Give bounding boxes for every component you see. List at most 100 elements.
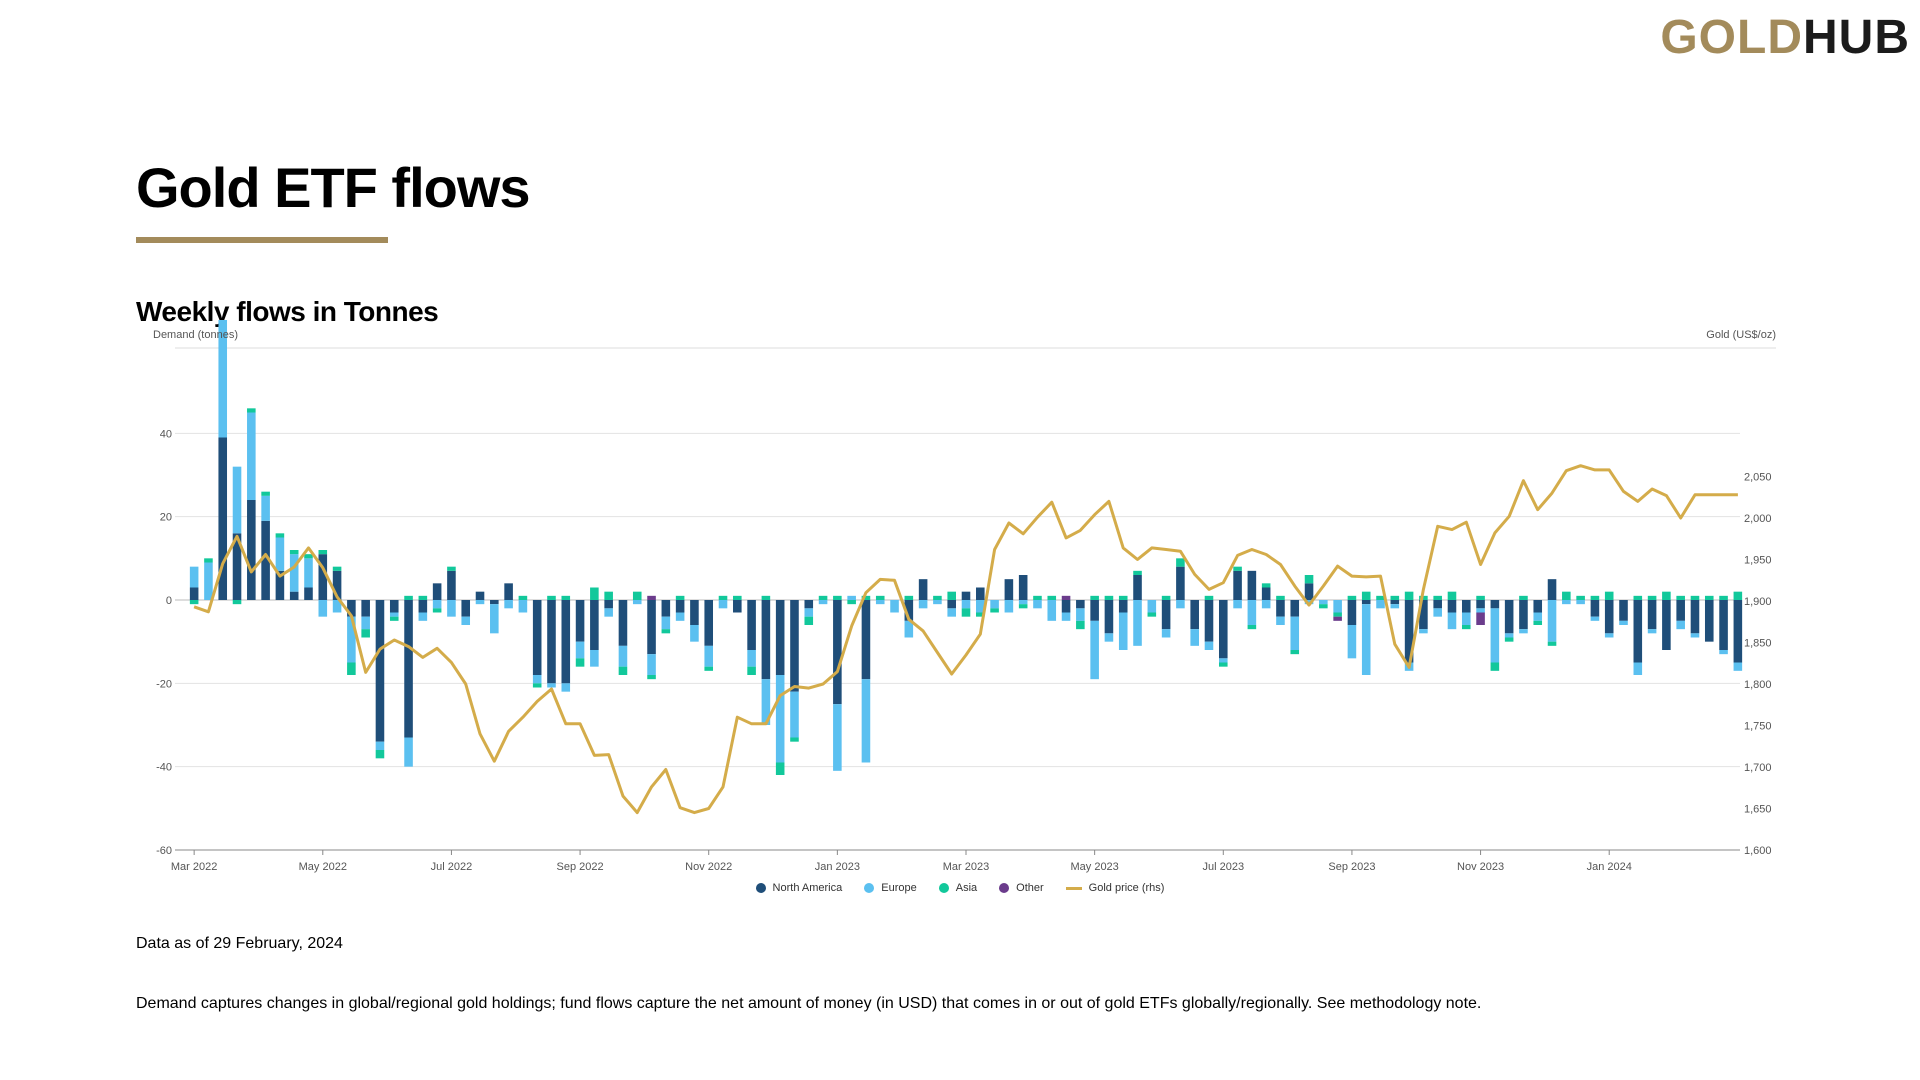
bar-eu [833, 704, 842, 771]
bar-as [1519, 595, 1528, 600]
bar-eu [761, 679, 771, 725]
bar-na [561, 600, 571, 684]
bar-eu [475, 600, 485, 605]
bar-eu [204, 562, 213, 600]
goldhub-logo[interactable]: GOLDHUB [1660, 14, 1910, 62]
bar-eu [1361, 604, 1371, 675]
bar-as [1604, 591, 1614, 600]
bar-as [375, 750, 385, 759]
bar-na [618, 600, 628, 646]
bar-eu [1304, 600, 1314, 605]
bar-as [1133, 570, 1142, 575]
left-tick-label: 20 [160, 512, 172, 524]
bar-eu [1390, 604, 1400, 609]
bar-na [1218, 600, 1228, 659]
bar-na [1018, 575, 1028, 600]
bar-as [318, 550, 328, 555]
bar-eu [389, 612, 399, 617]
bar-na [1133, 575, 1142, 600]
bar-as [389, 616, 399, 621]
bar-as [632, 591, 642, 600]
bar-eu [1547, 600, 1557, 642]
bar-na [318, 554, 328, 600]
bar-na [1276, 600, 1285, 617]
bar-eu [490, 604, 499, 634]
bar-na [690, 600, 699, 625]
bar-eu [918, 600, 928, 609]
bar-na [1590, 600, 1600, 617]
legend-item-asia[interactable]: Asia [938, 882, 977, 894]
bar-as [1719, 595, 1728, 600]
bar-as [1547, 641, 1557, 646]
bar-eu [347, 616, 356, 663]
bar-na [704, 600, 714, 646]
bar-eu [1647, 629, 1657, 634]
europe-swatch-icon [864, 883, 875, 893]
bar-as [532, 683, 542, 688]
bar-na [1261, 587, 1271, 600]
bar-eu [747, 650, 756, 667]
bar-as [1690, 595, 1700, 600]
bar-na [976, 587, 985, 600]
bar-as [575, 658, 585, 667]
right-tick-label: 1,750 [1744, 721, 1772, 733]
bar-eu [1419, 629, 1428, 634]
bar-as [289, 550, 299, 555]
bar-as [1461, 625, 1471, 630]
bar-eu [404, 737, 413, 767]
bar-as [404, 595, 413, 600]
bar-eu [861, 679, 871, 763]
bar-na [1676, 600, 1685, 621]
bar-as [447, 566, 456, 571]
bar-eu [1690, 633, 1700, 638]
bar-na [1504, 600, 1514, 634]
bar-na [961, 591, 971, 600]
etf-flows-chart: Demand (tonnes) Gold (US$/oz) -60 -40 -20 0 20… [153, 320, 1776, 873]
bar-as [761, 595, 771, 600]
bar-na [304, 587, 313, 600]
bar-eu [690, 625, 699, 642]
right-tick-label: 1,600 [1744, 845, 1772, 857]
bar-as [704, 666, 714, 671]
legend-item-north-america[interactable]: North America [755, 882, 843, 894]
bar-as [1176, 558, 1185, 567]
x-tick-label: Jul 2022 [431, 861, 473, 873]
bar-as [675, 595, 685, 600]
north-america-swatch-icon [755, 883, 766, 893]
bar-eu [1676, 620, 1685, 630]
legend-item-europe[interactable]: Europe [864, 882, 917, 894]
x-tick-label: Jan 2023 [815, 861, 860, 873]
bar-eu [675, 612, 685, 621]
bar-na [1419, 600, 1428, 630]
bar-eu [1290, 616, 1300, 650]
bar-na [1161, 600, 1171, 630]
bar-eu [575, 641, 585, 659]
bar-na [775, 600, 785, 675]
logo-gold-text: GOLD [1660, 11, 1803, 64]
x-tick-label: May 2022 [299, 861, 347, 873]
bar-eu [904, 620, 914, 638]
right-tick-label: 1,700 [1744, 762, 1772, 774]
right-tick-label: 1,900 [1744, 596, 1772, 608]
legend-label: North America [772, 882, 843, 894]
bar-as [1090, 595, 1099, 600]
legend-item-gold-price[interactable]: Gold price (rhs) [1065, 882, 1164, 894]
left-axis-title: Demand (tonnes) [153, 329, 238, 341]
bar-na [1433, 600, 1442, 609]
bar-na [247, 500, 256, 600]
title-underline [136, 237, 388, 243]
bar-as [1104, 595, 1114, 600]
bar-as [933, 595, 942, 600]
bar-eu [1047, 600, 1057, 621]
legend-item-other[interactable]: Other [999, 882, 1044, 894]
bar-as [647, 675, 656, 680]
bar-na [1304, 583, 1314, 600]
bar-as [1204, 595, 1214, 600]
bar-eu [661, 616, 671, 630]
bar-eu [1104, 633, 1114, 642]
bar-na [1719, 600, 1728, 650]
bar-eu [361, 616, 370, 630]
bar-as [275, 533, 285, 538]
bar-eu [218, 320, 228, 438]
bar-as [1562, 591, 1571, 600]
